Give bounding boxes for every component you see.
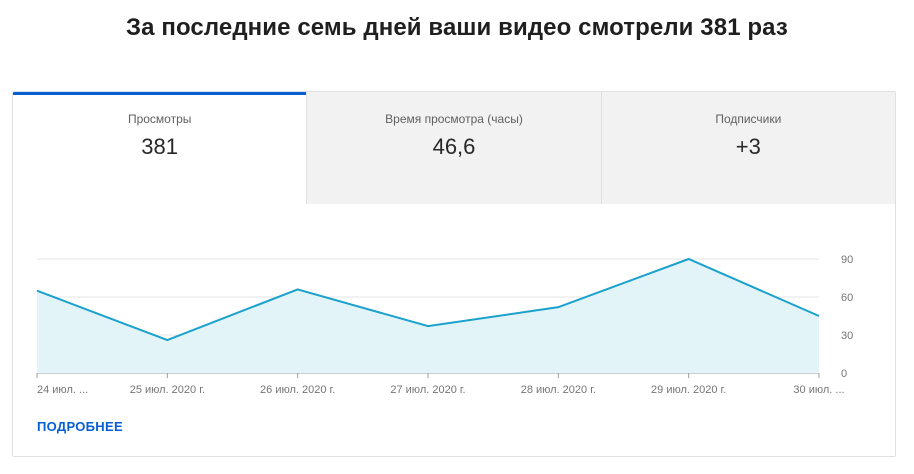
tab-views-label: Просмотры [127,112,192,126]
tab-subscribers-label: Подписчики [715,112,782,126]
x-tick-label: 24 июл. ... [37,384,88,394]
more-details-link[interactable]: ПОДРОБНЕЕ [37,419,123,434]
tab-subscribers[interactable]: Подписчики +3 [600,92,895,204]
x-tick-label: 30 июл. ... [793,384,844,394]
y-tick-label: 90 [841,254,853,266]
tab-subscribers-value: +3 [735,134,761,159]
views-chart-svg: 0 30 60 90 24 июл. ... 25 июл. 2020 г. 26 июл.… [36,254,853,394]
tab-watch-time-label: Время просмотра (часы) [385,112,523,126]
x-tick-label: 27 июл. 2020 г. [390,384,465,394]
views-chart: 0 30 60 90 24 июл. ... 25 июл. 2020 г. 26 июл.… [13,204,895,394]
analytics-card: Просмотры 381 Время просмотра (часы) 46,… [12,91,896,457]
tab-watch-time-value: 46,6 [432,134,476,159]
metric-tabs: Просмотры 381 Время просмотра (часы) 46,… [13,92,895,204]
y-tick-label: 30 [841,330,853,342]
tab-views-value: 381 [141,134,179,159]
x-tick-label: 28 июл. 2020 г. [521,384,596,394]
x-tick-label: 26 июл. 2020 г. [260,384,335,394]
y-tick-label: 60 [841,292,853,304]
y-tick-label: 0 [841,368,847,380]
area-fill [37,259,819,373]
series-line [36,257,820,342]
x-tick-label: 29 июл. 2020 г. [651,384,726,394]
tab-watch-time[interactable]: Время просмотра (часы) 46,6 [306,92,601,204]
page-headline: За последние семь дней ваши видео смотре… [126,14,788,41]
tab-views[interactable]: Просмотры 381 [13,92,307,204]
x-tick-label: 25 июл. 2020 г. [130,384,205,394]
